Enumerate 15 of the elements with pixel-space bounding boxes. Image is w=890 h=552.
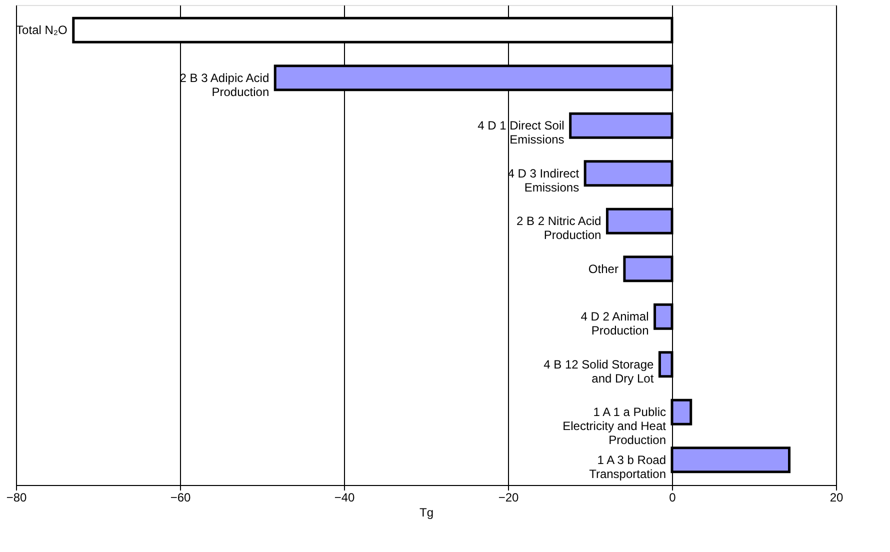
y-tick-label: Other <box>588 262 618 276</box>
y-tick-label: 1 A 1 a Public Electricity and Heat Production <box>562 405 667 448</box>
y-tick-label: Total N₂O <box>16 23 68 38</box>
y-tick-label: 2 B 2 Nitric Acid Production <box>516 214 602 242</box>
x-tick-label: −40 <box>334 490 355 504</box>
x-tick-label: −80 <box>6 490 27 504</box>
y-tick-label: 1 A 3 b Road Transportation <box>589 452 666 481</box>
y-tick-label: 4 B 12 Solid Storage and Dry Lot <box>544 357 654 386</box>
x-tick-label: 0 <box>669 490 676 504</box>
y-tick-label: 4 D 1 Direct Soil Emissions <box>478 118 564 147</box>
x-tick-label: −20 <box>498 490 519 504</box>
x-tick-label: 20 <box>830 490 844 504</box>
x-axis-title: Tg <box>419 506 434 520</box>
x-tick-label: −60 <box>170 490 191 504</box>
y-tick-label: 4 D 2 Animal Production <box>580 310 649 338</box>
